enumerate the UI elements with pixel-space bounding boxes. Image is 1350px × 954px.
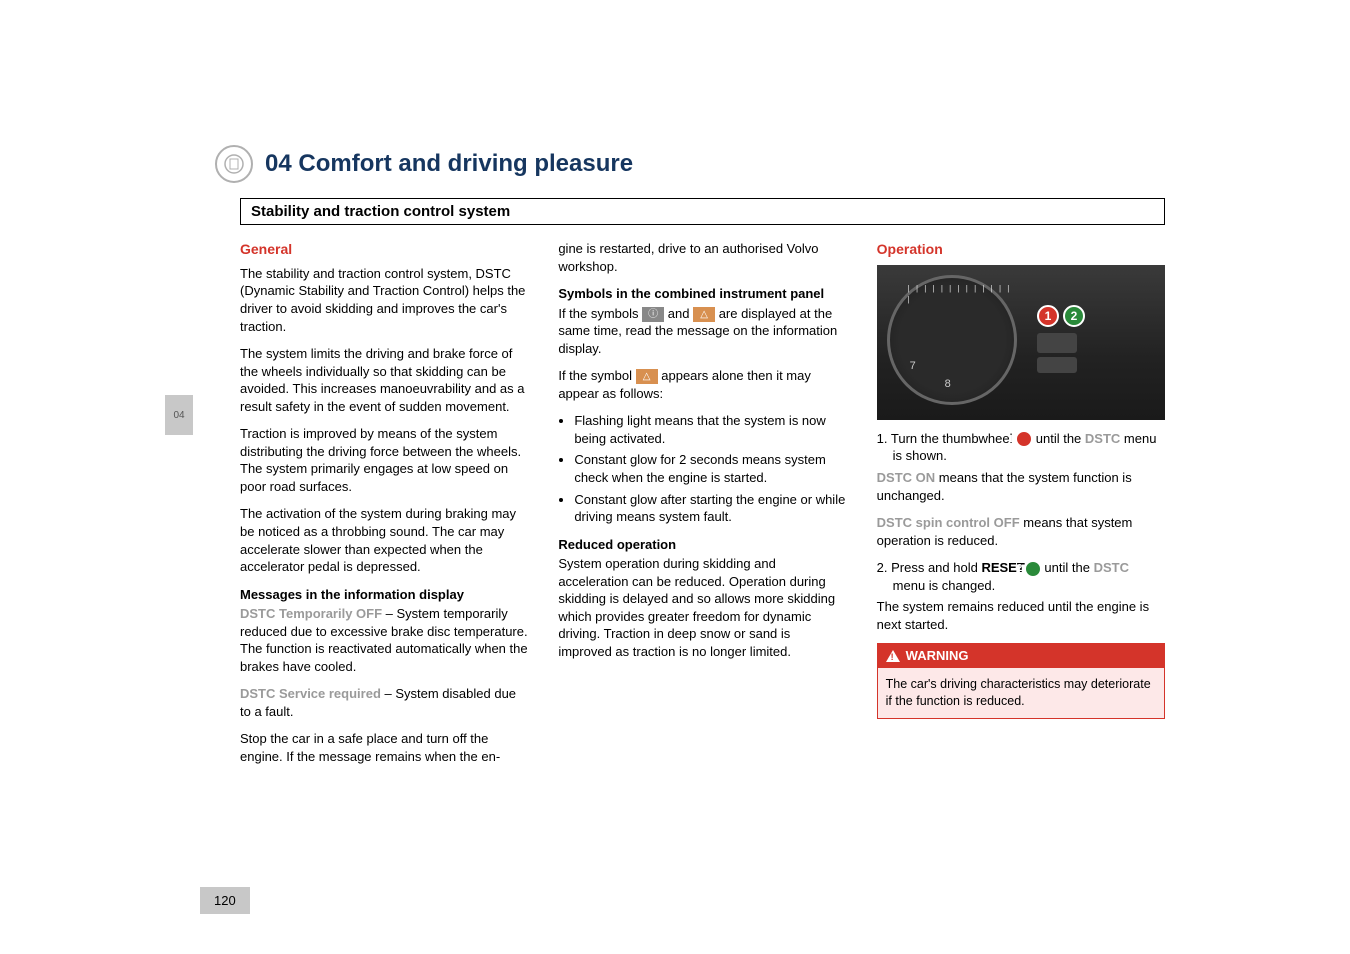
para-msg2: DSTC Service required – System disabled … bbox=[240, 685, 528, 720]
para: The system remains reduced until the eng… bbox=[877, 598, 1165, 633]
callout-badge-2-inline: 2 bbox=[1025, 561, 1041, 577]
label-dstc-on: DSTC ON bbox=[877, 470, 936, 485]
warning-body: The car's driving characteristics may de… bbox=[878, 668, 1164, 718]
thumbwheel-icon bbox=[1037, 333, 1077, 353]
section-title-bar: Stability and traction control system bbox=[240, 198, 1165, 225]
warning-title: WARNING bbox=[906, 647, 969, 665]
text: and bbox=[668, 306, 693, 321]
gauge-num-8: 8 bbox=[945, 377, 951, 392]
dashboard-illustration: | | | | | | | | | | | | | | 7 8 1 2 bbox=[877, 265, 1165, 420]
reset-button-icon bbox=[1037, 357, 1077, 373]
para: The activation of the system during brak… bbox=[240, 505, 528, 575]
para: The stability and traction control syste… bbox=[240, 265, 528, 335]
callout-badge-1-inline: 1 bbox=[1016, 431, 1032, 447]
para: Traction is improved by means of the sys… bbox=[240, 425, 528, 495]
text: menu is changed. bbox=[893, 578, 996, 593]
warning-triangle-icon bbox=[886, 650, 900, 662]
label-dstc: DSTC bbox=[1094, 560, 1129, 575]
text: If the symbol bbox=[558, 368, 635, 383]
para-dstc-off: DSTC spin control OFF means that system … bbox=[877, 514, 1165, 549]
symbol-bullet-list: Flashing light means that the system is … bbox=[574, 412, 846, 525]
text: 2. Press and hold bbox=[877, 560, 982, 575]
warning-header: WARNING bbox=[878, 644, 1164, 668]
warning-box: WARNING The car's driving characteristic… bbox=[877, 643, 1165, 718]
step-2: 2. Press and hold RESET2 until the DSTC … bbox=[877, 559, 1165, 594]
gauge-marks: | | | | | | | | | | | | | | bbox=[908, 284, 1014, 306]
heading-operation: Operation bbox=[877, 240, 1165, 259]
list-item: Flashing light means that the system is … bbox=[574, 412, 846, 447]
para-dstc-on: DSTC ON means that the system function i… bbox=[877, 469, 1165, 504]
heading-messages: Messages in the information display bbox=[240, 586, 528, 604]
para: The system limits the driving and brake … bbox=[240, 345, 528, 415]
tachometer-gauge: | | | | | | | | | | | | | | 7 8 bbox=[887, 275, 1017, 405]
para-symbols-both: If the symbols ⓘ and △ are displayed at … bbox=[558, 305, 846, 358]
text: If the symbols bbox=[558, 306, 642, 321]
column-3: Operation | | | | | | | | | | | | | | 7 … bbox=[877, 240, 1165, 776]
chapter-icon bbox=[215, 145, 253, 183]
text: until the bbox=[1032, 431, 1085, 446]
step-1: 1. Turn the thumbwheel 1 until the DSTC … bbox=[877, 430, 1165, 465]
para: gine is restarted, drive to an authorise… bbox=[558, 240, 846, 275]
column-1: General The stability and traction contr… bbox=[240, 240, 528, 776]
text: until the bbox=[1041, 560, 1094, 575]
list-item: Constant glow after starting the engine … bbox=[574, 491, 846, 526]
column-2: gine is restarted, drive to an authorise… bbox=[558, 240, 846, 776]
heading-symbols: Symbols in the combined instrument panel bbox=[558, 285, 846, 303]
callout-badge-2: 2 bbox=[1063, 305, 1085, 327]
page-number: 120 bbox=[200, 887, 250, 914]
callout-badge-1: 1 bbox=[1037, 305, 1059, 327]
para: Stop the car in a safe place and turn of… bbox=[240, 730, 528, 765]
dashboard-controls: 1 2 bbox=[1037, 305, 1157, 385]
heading-general: General bbox=[240, 240, 528, 259]
chapter-title: 04 Comfort and driving pleasure bbox=[265, 150, 633, 178]
triangle-warning-icon: △ bbox=[693, 307, 715, 322]
label-dstc-spin-off: DSTC spin control OFF bbox=[877, 515, 1020, 530]
heading-reduced: Reduced operation bbox=[558, 536, 846, 554]
content-columns: General The stability and traction contr… bbox=[240, 240, 1165, 776]
sidebar-chapter-tab: 04 bbox=[165, 395, 193, 435]
info-symbol-icon: ⓘ bbox=[642, 307, 664, 322]
gauge-num-7: 7 bbox=[910, 359, 916, 374]
triangle-warning-icon: △ bbox=[636, 369, 658, 384]
label-dstc-temp-off: DSTC Temporarily OFF bbox=[240, 606, 382, 621]
text: 1. Turn the thumbwheel bbox=[877, 431, 1016, 446]
label-dstc: DSTC bbox=[1085, 431, 1120, 446]
para-msg1: DSTC Temporarily OFF – System temporaril… bbox=[240, 605, 528, 675]
para-symbol-alone: If the symbol △ appears alone then it ma… bbox=[558, 367, 846, 402]
list-item: Constant glow for 2 seconds means system… bbox=[574, 451, 846, 486]
para: System operation during skidding and acc… bbox=[558, 555, 846, 660]
label-dstc-service: DSTC Service required bbox=[240, 686, 381, 701]
